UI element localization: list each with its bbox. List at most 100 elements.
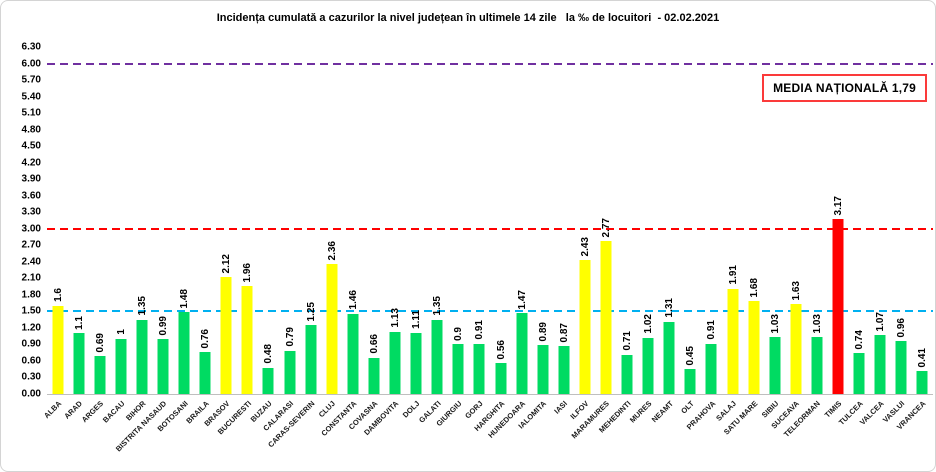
- plot-box: 1.6 1.1 0.69 1 1.35 0.99 1.48 0.76 2.12 1.96 0.48 0…: [47, 47, 933, 394]
- bar-value-label: 1.25: [305, 301, 317, 322]
- bar: [389, 331, 401, 394]
- bar-slot-teleorman: 1.03: [806, 47, 827, 394]
- bar-slot-tulcea: 0.74: [849, 47, 870, 394]
- bar-slot-calarasi: 0.79: [279, 47, 300, 394]
- bar-slot-giurgiu: 0.9: [448, 47, 469, 394]
- bar-slot-bihor: 1.35: [131, 47, 152, 394]
- bar: [748, 301, 760, 394]
- bar-value-label: 0.56: [495, 339, 507, 360]
- bar-value-label: 0.9: [453, 326, 465, 341]
- bar-value-label: 0.79: [284, 327, 296, 347]
- bar-value-label: 1.11: [411, 309, 423, 329]
- blue-dashed-line: [47, 310, 933, 313]
- bar: [326, 264, 338, 394]
- bar-slot-brasov: 2.12: [216, 47, 237, 394]
- x-axis-label: OLT: [679, 399, 696, 416]
- bar-value-label: 1.07: [875, 311, 887, 332]
- bar-value-label: 2.43: [579, 236, 591, 257]
- y-axis-tick: 2.10: [21, 272, 41, 284]
- bar: [305, 325, 317, 394]
- bar: [199, 352, 211, 394]
- y-axis-tick: 5.10: [21, 107, 41, 119]
- bar-slot-arges: 0.69: [89, 47, 110, 394]
- bar-slot-satu-mare: 1.68: [743, 47, 764, 394]
- x-axis-label: IASI: [552, 399, 570, 416]
- y-axis-tick: 3.00: [21, 223, 41, 235]
- bar-slot-bistrita-nasaud: 0.99: [152, 47, 173, 394]
- y-axis-tick: 1.20: [21, 322, 41, 334]
- y-axis-tick: 4.80: [21, 124, 41, 136]
- bar: [262, 367, 274, 394]
- bar-value-label: 0.99: [158, 316, 170, 336]
- y-axis-tick: 5.40: [21, 91, 41, 103]
- bar-slot-gorj: 0.91: [469, 47, 490, 394]
- bar-value-label: 0.41: [917, 347, 929, 368]
- bar: [727, 288, 739, 394]
- bar: [368, 357, 380, 394]
- bar: [684, 369, 696, 394]
- bar-slot-galati: 1.35: [427, 47, 448, 394]
- y-axis-tick: 1.50: [21, 305, 41, 317]
- bar-value-label: 1.96: [242, 262, 254, 283]
- bar-value-label: 1.91: [727, 265, 739, 285]
- bar-value-label: 1.02: [643, 314, 655, 334]
- national-average-box: MEDIA NAȚIONALĂ 1,79: [762, 74, 927, 102]
- bar-value-label: 1.03: [811, 313, 823, 334]
- bar-slot-mehedinti: 0.71: [617, 47, 638, 394]
- bar-value-label: 1: [115, 329, 127, 335]
- red-dashed-line: [47, 227, 933, 230]
- bar: [52, 305, 64, 394]
- bar-value-label: 0.74: [854, 329, 866, 350]
- bar: [621, 354, 633, 394]
- bar: [874, 335, 886, 394]
- y-axis-tick: 4.50: [21, 140, 41, 152]
- bar: [157, 339, 169, 394]
- bar-slot-botosani: 1.48: [174, 47, 195, 394]
- bar-slot-ilfov: 2.43: [574, 47, 595, 394]
- bar: [705, 343, 717, 394]
- y-axis-tick: 6.00: [21, 58, 41, 70]
- bar-slot-timis: 3.17: [828, 47, 849, 394]
- y-axis-tick: 3.90: [21, 173, 41, 185]
- bar: [452, 344, 464, 394]
- bar-slot-salaj: 1.91: [722, 47, 743, 394]
- x-axis-label: MURES: [628, 399, 654, 425]
- bar-slot-suceava: 1.63: [785, 47, 806, 394]
- bar-value-label: 1.1: [73, 315, 85, 330]
- y-axis-tick: 1.80: [21, 289, 41, 301]
- y-axis-tick: 5.70: [21, 74, 41, 86]
- bar: [832, 219, 844, 394]
- national-average-label: MEDIA NAȚIONALĂ 1,79: [773, 81, 916, 95]
- bar-slot-arad: 1.1: [68, 47, 89, 394]
- bar-value-label: 0.96: [896, 317, 908, 338]
- bar-value-label: 3.17: [833, 195, 845, 216]
- y-axis-tick: 0.60: [21, 355, 41, 367]
- bar: [663, 321, 675, 394]
- bar-slot-alba: 1.6: [47, 47, 68, 394]
- bar-slot-mures: 1.02: [638, 47, 659, 394]
- bar-slot-vrancea: 0.41: [912, 47, 933, 394]
- bar: [895, 341, 907, 394]
- bar-value-label: 1.6: [52, 287, 64, 302]
- bar-slot-valcea: 1.07: [870, 47, 891, 394]
- bar-slot-prahova: 0.91: [701, 47, 722, 394]
- bar-value-label: 1.03: [769, 313, 781, 334]
- bar-value-label: 0.66: [368, 334, 380, 354]
- bar-slot-harghita: 0.56: [490, 47, 511, 394]
- bar-value-label: 1.13: [390, 308, 402, 328]
- bar-slot-dolj: 1.11: [406, 47, 427, 394]
- bar-slot-maramures: 2.77: [595, 47, 616, 394]
- bar-slot-neamt: 1.31: [659, 47, 680, 394]
- purple-dashed-line: [47, 62, 933, 65]
- x-axis-label: ARGES: [79, 399, 106, 425]
- bar: [73, 333, 85, 394]
- bar-value-label: 0.76: [200, 328, 212, 349]
- bar-value-label: 2.36: [326, 240, 338, 261]
- bar-slot-bucuresti: 1.96: [237, 47, 258, 394]
- bar: [537, 344, 549, 394]
- bar-value-label: 0.48: [263, 344, 275, 364]
- y-axis-tick: 2.40: [21, 256, 41, 268]
- bar-slot-bacau: 1: [110, 47, 131, 394]
- y-axis-tick: 6.30: [21, 41, 41, 53]
